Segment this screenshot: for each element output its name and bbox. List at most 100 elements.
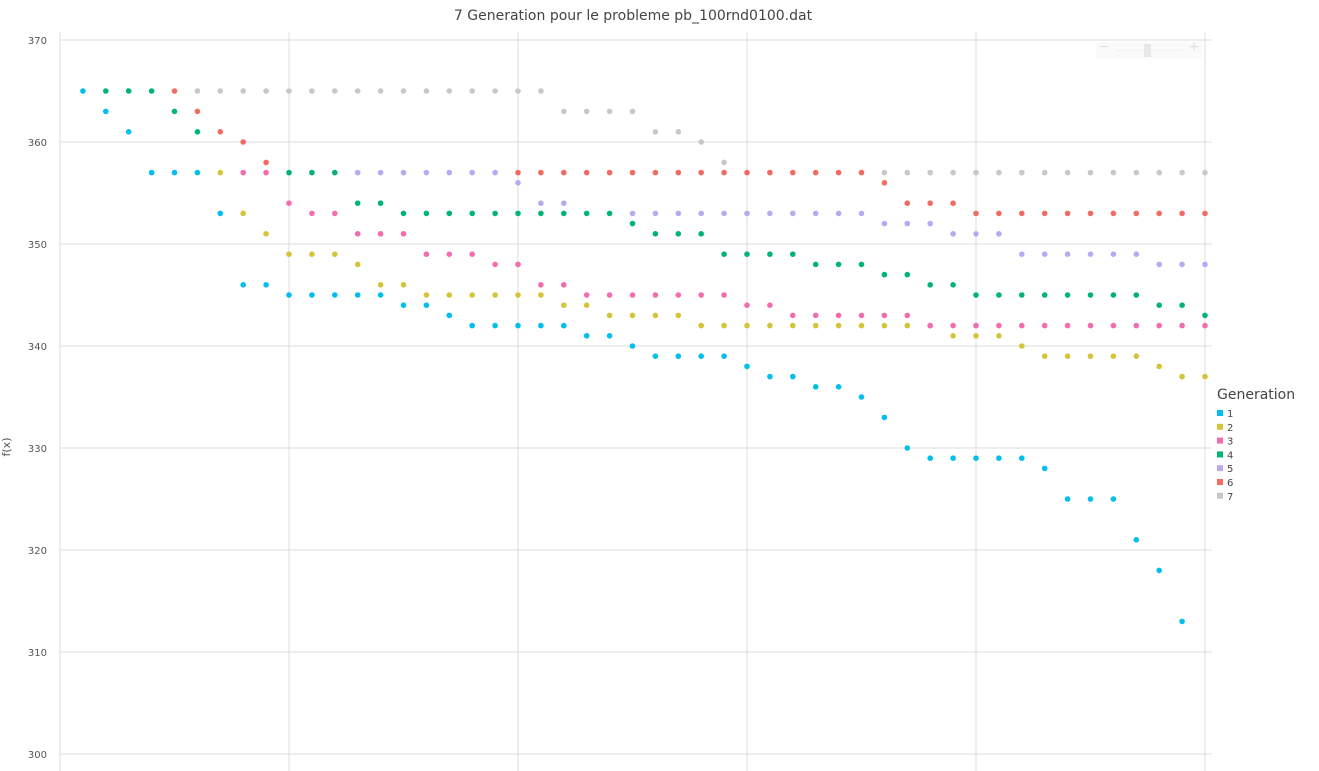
data-point[interactable] bbox=[400, 282, 407, 288]
data-point[interactable] bbox=[1202, 261, 1208, 268]
data-point[interactable] bbox=[1133, 210, 1140, 217]
data-point[interactable] bbox=[904, 169, 911, 176]
data-point[interactable] bbox=[812, 169, 819, 176]
data-point[interactable] bbox=[1156, 261, 1162, 268]
data-point[interactable] bbox=[881, 312, 888, 319]
data-point[interactable] bbox=[1110, 322, 1117, 329]
data-point[interactable] bbox=[1019, 210, 1025, 217]
data-point[interactable] bbox=[446, 312, 453, 319]
data-point[interactable] bbox=[996, 169, 1002, 176]
data-point[interactable] bbox=[812, 322, 819, 329]
data-point[interactable] bbox=[721, 322, 727, 329]
data-point[interactable] bbox=[790, 373, 796, 380]
data-point[interactable] bbox=[1133, 537, 1140, 543]
data-point[interactable] bbox=[1202, 169, 1208, 176]
data-point[interactable] bbox=[721, 251, 727, 257]
data-point[interactable] bbox=[675, 292, 682, 298]
data-point[interactable] bbox=[950, 455, 956, 462]
zoom-out-button[interactable]: − bbox=[1098, 39, 1110, 55]
data-point[interactable] bbox=[1110, 292, 1117, 298]
data-point[interactable] bbox=[423, 302, 430, 309]
data-point[interactable] bbox=[1179, 373, 1185, 380]
data-point[interactable] bbox=[286, 200, 292, 206]
data-point[interactable] bbox=[698, 169, 704, 176]
data-point[interactable] bbox=[698, 231, 704, 237]
data-point[interactable] bbox=[1202, 322, 1208, 329]
data-point[interactable] bbox=[858, 394, 865, 400]
data-point[interactable] bbox=[538, 210, 544, 217]
data-point[interactable] bbox=[332, 88, 338, 94]
data-point[interactable] bbox=[1156, 322, 1162, 329]
data-point[interactable] bbox=[400, 210, 407, 217]
data-point[interactable] bbox=[675, 353, 682, 360]
data-point[interactable] bbox=[515, 169, 521, 176]
data-point[interactable] bbox=[1019, 322, 1025, 329]
data-point[interactable] bbox=[1041, 322, 1048, 329]
data-point[interactable] bbox=[767, 322, 773, 329]
data-point[interactable] bbox=[767, 169, 773, 176]
data-point[interactable] bbox=[561, 302, 567, 309]
data-point[interactable] bbox=[1156, 302, 1162, 309]
data-point[interactable] bbox=[606, 333, 613, 339]
data-point[interactable] bbox=[446, 88, 453, 94]
data-point[interactable] bbox=[492, 261, 498, 268]
data-point[interactable] bbox=[881, 414, 888, 421]
data-point[interactable] bbox=[194, 88, 201, 94]
data-point[interactable] bbox=[377, 292, 384, 298]
data-point[interactable] bbox=[721, 292, 727, 298]
data-point[interactable] bbox=[332, 292, 338, 298]
data-point[interactable] bbox=[217, 169, 224, 176]
data-point[interactable] bbox=[1110, 210, 1117, 217]
data-point[interactable] bbox=[171, 108, 178, 115]
data-point[interactable] bbox=[1019, 455, 1025, 462]
data-point[interactable] bbox=[744, 169, 750, 176]
data-point[interactable] bbox=[858, 261, 865, 268]
data-point[interactable] bbox=[377, 88, 384, 94]
data-point[interactable] bbox=[1156, 363, 1162, 370]
data-point[interactable] bbox=[561, 282, 567, 288]
data-point[interactable] bbox=[263, 159, 269, 166]
data-point[interactable] bbox=[309, 88, 315, 94]
data-point[interactable] bbox=[309, 292, 315, 298]
data-point[interactable] bbox=[629, 292, 636, 298]
data-point[interactable] bbox=[652, 169, 659, 176]
data-point[interactable] bbox=[538, 292, 544, 298]
data-point[interactable] bbox=[377, 169, 384, 176]
data-point[interactable] bbox=[675, 129, 682, 135]
data-point[interactable] bbox=[721, 353, 727, 360]
data-point[interactable] bbox=[1179, 302, 1185, 309]
data-point[interactable] bbox=[377, 282, 384, 288]
data-point[interactable] bbox=[629, 210, 636, 217]
data-point[interactable] bbox=[240, 282, 246, 288]
data-point[interactable] bbox=[354, 169, 361, 176]
data-point[interactable] bbox=[1133, 322, 1140, 329]
data-point[interactable] bbox=[354, 231, 361, 237]
data-point[interactable] bbox=[263, 88, 269, 94]
data-point[interactable] bbox=[835, 169, 842, 176]
data-point[interactable] bbox=[835, 312, 842, 319]
data-point[interactable] bbox=[744, 210, 750, 217]
data-point[interactable] bbox=[881, 169, 888, 176]
data-point[interactable] bbox=[835, 261, 842, 268]
data-point[interactable] bbox=[125, 129, 132, 135]
data-point[interactable] bbox=[217, 129, 224, 135]
data-point[interactable] bbox=[446, 292, 453, 298]
data-point[interactable] bbox=[858, 322, 865, 329]
data-point[interactable] bbox=[835, 210, 842, 217]
data-point[interactable] bbox=[263, 282, 269, 288]
data-point[interactable] bbox=[1064, 496, 1071, 502]
data-point[interactable] bbox=[1110, 496, 1117, 502]
data-point[interactable] bbox=[583, 169, 590, 176]
data-point[interactable] bbox=[996, 322, 1002, 329]
data-point[interactable] bbox=[194, 108, 201, 115]
data-point[interactable] bbox=[744, 251, 750, 257]
data-point[interactable] bbox=[904, 445, 911, 451]
data-point[interactable] bbox=[1133, 169, 1140, 176]
data-point[interactable] bbox=[1133, 353, 1140, 360]
data-point[interactable] bbox=[1019, 343, 1025, 349]
data-point[interactable] bbox=[309, 169, 315, 176]
data-point[interactable] bbox=[927, 322, 933, 329]
data-point[interactable] bbox=[354, 200, 361, 206]
data-point[interactable] bbox=[1133, 251, 1140, 257]
data-point[interactable] bbox=[354, 261, 361, 268]
